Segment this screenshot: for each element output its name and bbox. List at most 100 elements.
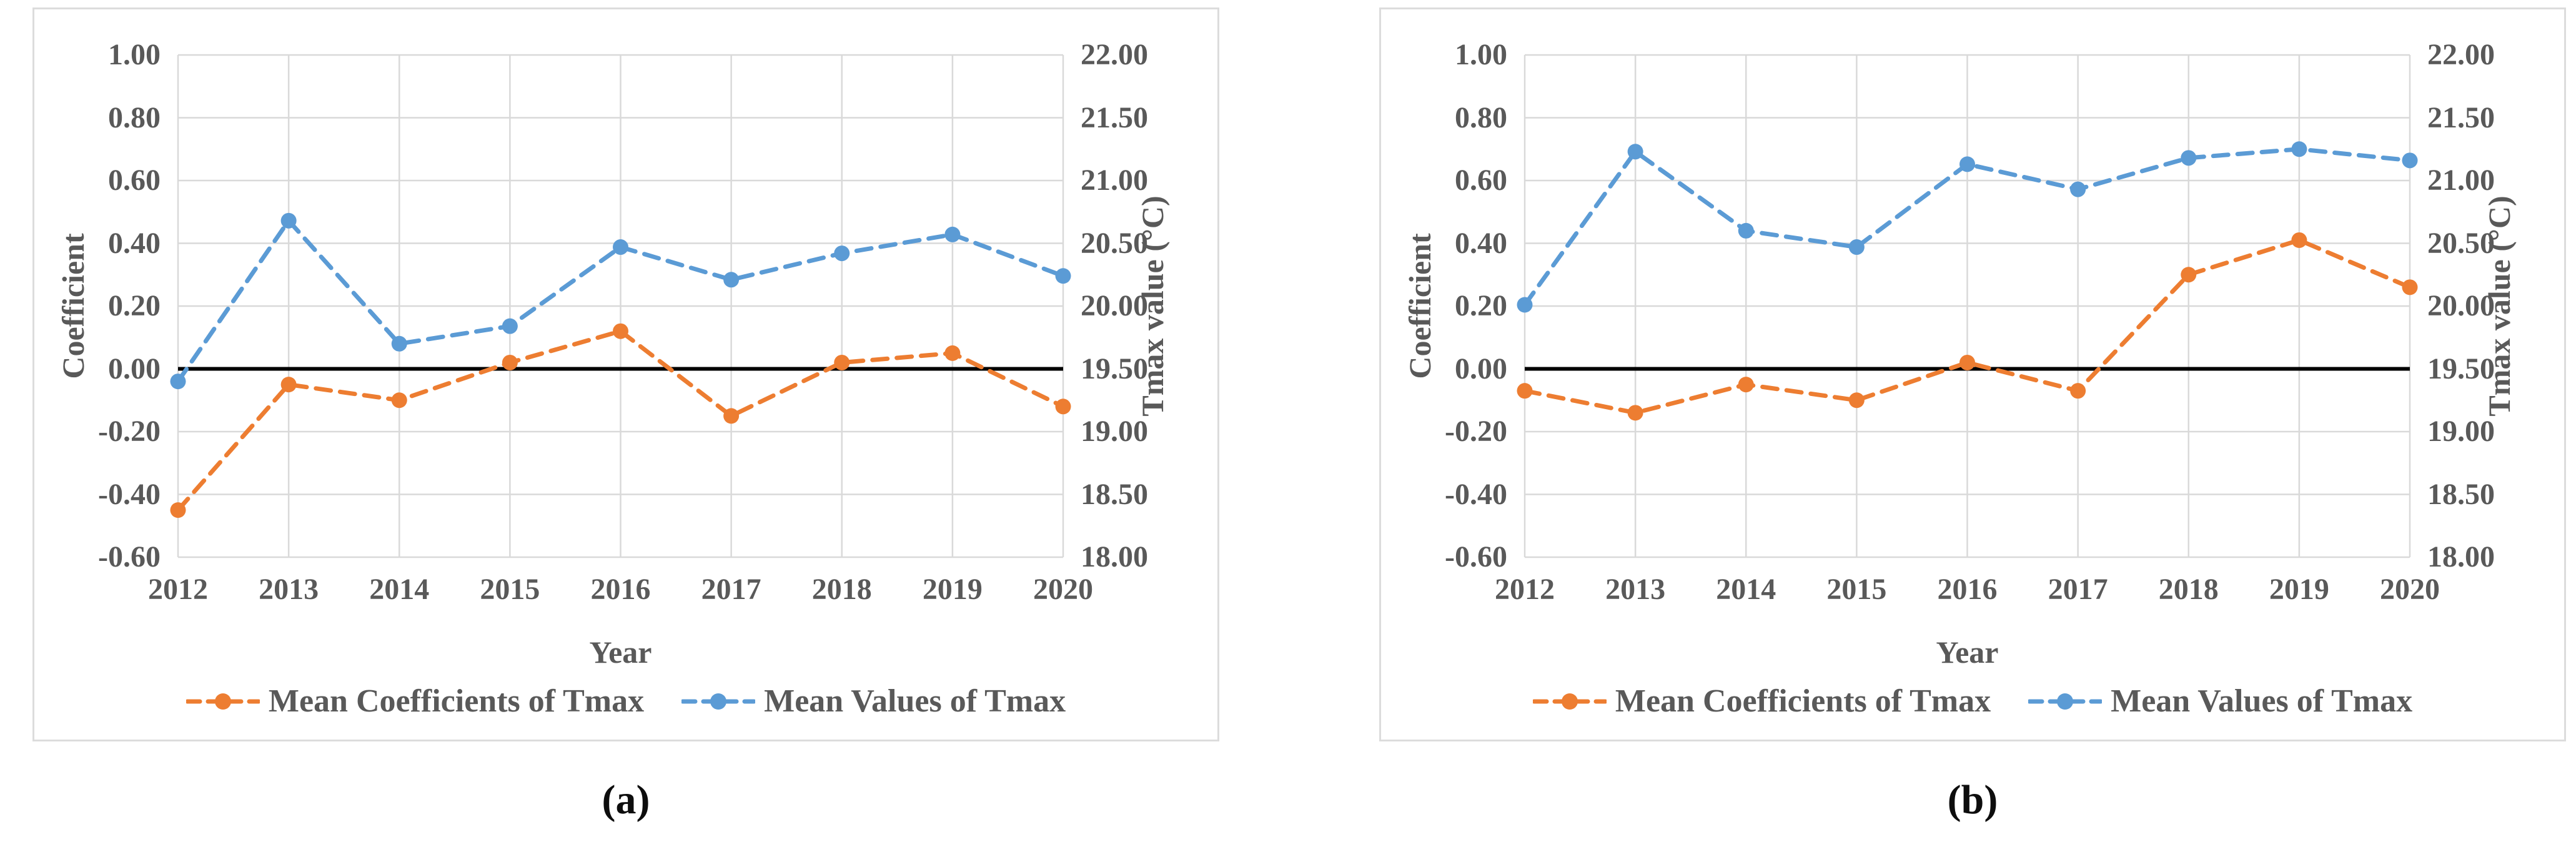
x-axis-tick: 2019 bbox=[922, 573, 983, 606]
x-axis-tick: 2016 bbox=[1937, 573, 1998, 606]
x-axis-tick: 2012 bbox=[1495, 573, 1555, 606]
right-axis-tick: 21.00 bbox=[1081, 164, 1148, 197]
data-point-marker bbox=[1055, 399, 1071, 415]
data-point-marker bbox=[1738, 222, 1754, 239]
data-point-marker bbox=[502, 318, 518, 334]
data-point-marker bbox=[2402, 152, 2418, 169]
right-axis-tick: 18.00 bbox=[1081, 540, 1148, 573]
chart-legend: Mean Coefficients of Tmax Mean Values of … bbox=[34, 685, 1217, 718]
data-point-marker bbox=[1627, 405, 1643, 421]
data-point-marker bbox=[2291, 232, 2307, 248]
right-axis-tick: 21.50 bbox=[2427, 101, 2495, 134]
chart-panel-b: Coefficient Tmax value (°C) 1.00 0.80 0.60… bbox=[1379, 7, 2566, 741]
data-point-marker bbox=[1959, 156, 1975, 172]
right-axis-tick: 21.50 bbox=[1081, 101, 1148, 134]
left-axis-tick: 0.40 bbox=[108, 226, 161, 260]
x-axis-tick: 2020 bbox=[2380, 573, 2440, 606]
right-axis-tick: 22.00 bbox=[2427, 38, 2495, 71]
series-tmax-values bbox=[170, 212, 1071, 390]
data-point-marker bbox=[280, 212, 297, 229]
legend-label: Mean Coefficients of Tmax bbox=[268, 683, 645, 719]
data-point-marker bbox=[170, 502, 186, 518]
left-axis-tick: 0.00 bbox=[1455, 352, 1507, 385]
x-axis-title: Year bbox=[589, 635, 652, 670]
right-axis-tick: 19.50 bbox=[2427, 352, 2495, 385]
data-point-marker bbox=[391, 335, 407, 352]
data-point-marker bbox=[1848, 392, 1865, 409]
chart-legend: Mean Coefficients of Tmax Mean Values of … bbox=[1381, 685, 2564, 718]
data-point-marker bbox=[944, 345, 961, 361]
plot-area bbox=[1517, 54, 2418, 558]
subfigure-label-a: (a) bbox=[602, 777, 650, 823]
x-axis-tick: 2017 bbox=[2048, 573, 2108, 606]
plot-area bbox=[170, 54, 1071, 558]
right-axis-tick: 20.50 bbox=[1081, 226, 1148, 260]
legend-item: Mean Values of Tmax bbox=[2028, 685, 2412, 718]
left-axis-tick: 0.60 bbox=[1455, 164, 1507, 197]
x-axis-tick: 2018 bbox=[2158, 573, 2219, 606]
data-point-marker bbox=[1738, 377, 1754, 393]
legend-label: Mean Values of Tmax bbox=[2111, 683, 2413, 719]
x-axis-tick: 2013 bbox=[1605, 573, 1666, 606]
data-point-marker bbox=[2181, 150, 2197, 166]
x-axis-tick: 2014 bbox=[369, 573, 430, 606]
data-point-marker bbox=[723, 408, 740, 424]
gridlines bbox=[177, 54, 1064, 558]
left-axis-tick: 0.40 bbox=[1455, 226, 1507, 260]
data-point-marker bbox=[1517, 297, 1533, 313]
series-tmax-values bbox=[1517, 141, 2418, 313]
legend-item: Mean Values of Tmax bbox=[681, 685, 1066, 718]
left-axis-title: Coefficient bbox=[56, 233, 91, 379]
left-axis-title: Coefficient bbox=[1402, 233, 1437, 379]
data-point-marker bbox=[834, 245, 850, 262]
x-axis-tick: 2014 bbox=[1716, 573, 1776, 606]
left-axis-tick: 0.20 bbox=[1455, 289, 1507, 322]
x-axis-tick: 2015 bbox=[1826, 573, 1887, 606]
x-axis-tick: 2015 bbox=[480, 573, 540, 606]
right-axis-tick: 20.00 bbox=[2427, 289, 2495, 322]
legend-label: Mean Coefficients of Tmax bbox=[1615, 683, 1991, 719]
series-coefficients bbox=[1517, 232, 2418, 421]
data-point-marker bbox=[2070, 383, 2086, 399]
data-point-marker bbox=[1959, 354, 1975, 370]
x-axis-title: Year bbox=[1936, 635, 1999, 670]
data-point-marker bbox=[1055, 268, 1071, 284]
data-point-marker bbox=[1627, 144, 1643, 160]
data-point-marker bbox=[613, 239, 628, 255]
right-axis-tick: 20.00 bbox=[1081, 289, 1148, 322]
data-point-marker bbox=[502, 354, 518, 370]
right-axis-tick: 18.00 bbox=[2427, 540, 2495, 573]
data-point-marker bbox=[391, 392, 407, 409]
left-axis-tick: -0.20 bbox=[1445, 415, 1507, 448]
chart-panel-a: Coefficient Tmax value (°C) 1.00 0.80 0.60… bbox=[32, 7, 1219, 741]
x-axis-tick: 2013 bbox=[259, 573, 319, 606]
x-axis-tick: 2012 bbox=[148, 573, 208, 606]
right-axis-tick: 21.00 bbox=[2427, 164, 2495, 197]
left-axis-tick: 0.60 bbox=[108, 164, 161, 197]
right-axis-tick: 20.50 bbox=[2427, 226, 2495, 260]
left-axis-tick: 1.00 bbox=[1455, 38, 1507, 71]
data-point-marker bbox=[2291, 141, 2307, 157]
data-point-marker bbox=[944, 226, 961, 242]
data-point-marker bbox=[170, 374, 186, 390]
legend-line-marker-icon bbox=[1532, 693, 1607, 710]
right-axis-tick: 19.50 bbox=[1081, 352, 1148, 385]
data-point-marker bbox=[613, 323, 628, 339]
data-point-marker bbox=[1848, 239, 1865, 255]
data-point-marker bbox=[834, 354, 850, 370]
right-axis-tick: 22.00 bbox=[1081, 38, 1148, 71]
right-axis-tick: 18.50 bbox=[1081, 477, 1148, 511]
left-axis-tick: 1.00 bbox=[108, 38, 161, 71]
x-axis-tick: 2016 bbox=[590, 573, 651, 606]
right-axis-tick: 19.00 bbox=[1081, 415, 1148, 448]
right-axis-tick: 18.50 bbox=[2427, 477, 2495, 511]
data-point-marker bbox=[2181, 267, 2197, 283]
left-axis-tick: -0.40 bbox=[98, 477, 161, 511]
x-axis-tick: 2017 bbox=[701, 573, 761, 606]
series-coefficients bbox=[170, 323, 1071, 518]
legend-line-marker-icon bbox=[681, 693, 756, 710]
subfigure-label-b: (b) bbox=[1947, 777, 1998, 823]
left-axis-tick: 0.80 bbox=[1455, 101, 1507, 134]
gridlines bbox=[1523, 54, 2411, 558]
